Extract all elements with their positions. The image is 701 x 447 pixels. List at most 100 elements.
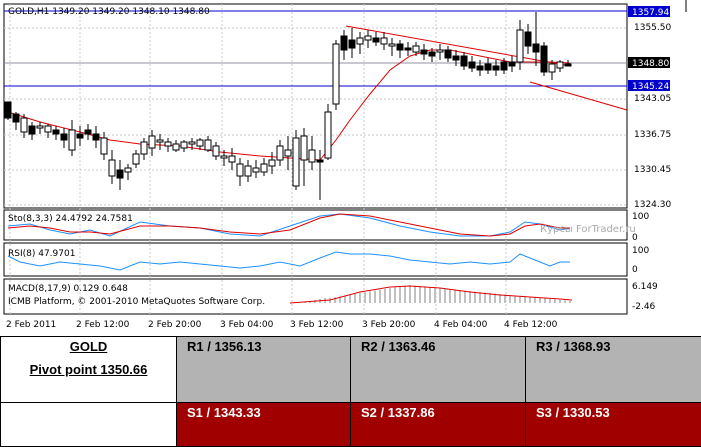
r3-cell: R3 / 1368.93	[526, 337, 701, 403]
candle-body	[445, 50, 451, 58]
candle-body	[301, 136, 307, 160]
candle-body	[237, 164, 243, 176]
candle-body	[453, 56, 459, 60]
time-tick: 3 Feb 04:00	[220, 320, 274, 330]
time-axis: 2 Feb 2011 2 Feb 12:00 2 Feb 20:00 3 Feb…	[6, 320, 558, 330]
macd-label: MACD(8,17,9) 0.129 0.648	[8, 284, 128, 294]
candle-body	[493, 66, 499, 70]
candle-body	[61, 134, 67, 140]
candle-body	[349, 40, 355, 48]
time-tick: 4 Feb 12:00	[504, 320, 558, 330]
candle-body	[157, 140, 163, 142]
watermark: Курсы ForTrader.ru	[540, 224, 636, 235]
price-chart[interactable]: GOLD,H1 1349.20 1349.20 1348.10 1348.80 …	[0, 0, 701, 336]
pivot-point-label: Pivot point 1350.66	[1, 362, 176, 377]
price-label-lower: 1345.24	[632, 82, 669, 92]
candle-body	[373, 38, 379, 42]
candle-body	[381, 38, 387, 44]
price-tick: 1336.75	[634, 130, 671, 140]
candle-body	[389, 44, 395, 46]
pivot-table: GOLD Pivot point 1350.66 R1 / 1356.13 R2…	[0, 336, 701, 447]
candle-body	[205, 140, 211, 150]
price-tick: 1330.45	[634, 165, 671, 175]
candle-body	[413, 46, 419, 52]
time-tick: 4 Feb 04:00	[434, 320, 488, 330]
candle-body	[69, 130, 75, 150]
chart-canvas: GOLD,H1 1349.20 1349.20 1348.10 1348.80 …	[0, 0, 701, 336]
candle-body	[549, 64, 555, 72]
empty-cell	[1, 403, 177, 447]
candle-body	[109, 160, 115, 176]
candle-body	[13, 114, 19, 122]
candle-body	[533, 44, 539, 52]
candle-body	[333, 44, 339, 104]
candle-body	[405, 48, 411, 50]
r1-cell: R1 / 1356.13	[177, 337, 351, 403]
candle-body	[501, 62, 507, 70]
candle-body	[221, 156, 227, 158]
price-tick: 1324.30	[634, 200, 671, 210]
candle-body	[341, 36, 347, 50]
candle-body	[325, 112, 331, 158]
candle-body	[93, 134, 99, 140]
time-tick: 3 Feb 20:00	[362, 320, 416, 330]
candle-body	[397, 44, 403, 50]
candle-body	[357, 38, 363, 44]
candle-body	[317, 160, 323, 162]
s2-cell: S2 / 1337.86	[351, 403, 526, 447]
candle-body	[293, 138, 299, 186]
price-tick: 1343.05	[634, 94, 671, 104]
candle-body	[149, 136, 155, 148]
candle-body	[245, 166, 251, 176]
macd-tick: -2.46	[632, 302, 656, 312]
candle-body	[5, 102, 11, 118]
candle-body	[173, 144, 179, 150]
candle-body	[437, 50, 443, 52]
s1-cell: S1 / 1343.33	[177, 403, 351, 447]
symbol-label: GOLD	[1, 339, 176, 354]
candle-body	[285, 150, 291, 156]
candle-body	[45, 126, 51, 132]
candle-body	[509, 62, 515, 66]
candle-body	[429, 52, 435, 56]
candle-body	[517, 30, 523, 62]
s3-cell: S3 / 1330.53	[526, 403, 701, 447]
time-tick: 2 Feb 2011	[6, 320, 56, 330]
candle-body	[309, 150, 315, 162]
candle-body	[229, 156, 235, 162]
rsi-tick: 0	[632, 265, 638, 275]
time-tick: 3 Feb 12:00	[290, 320, 344, 330]
rsi-label: RSI(8) 47.9701	[8, 249, 75, 259]
candle-body	[197, 140, 203, 146]
candle-body	[53, 130, 59, 134]
candle-body	[269, 160, 275, 166]
candle-body	[21, 118, 27, 132]
candle-body	[485, 64, 491, 70]
candle-body	[29, 126, 35, 134]
candle-body	[477, 66, 483, 70]
candle-body	[213, 146, 219, 156]
stochastic-tick: 100	[632, 212, 649, 222]
r2-cell: R2 / 1363.46	[351, 337, 526, 403]
candle-body	[189, 142, 195, 144]
price-label-current: 1348.80	[632, 59, 669, 69]
candle-body	[557, 62, 563, 68]
candle-body	[469, 62, 475, 68]
candle-body	[261, 164, 267, 172]
candle-body	[133, 154, 139, 164]
candle-body	[461, 56, 467, 66]
candle-body	[565, 64, 571, 66]
price-axis: 1355.50 1343.05 1336.75 1330.45 1324.30	[634, 23, 671, 210]
candle-body	[253, 168, 259, 172]
time-tick: 2 Feb 12:00	[76, 320, 130, 330]
candle-body	[117, 170, 123, 178]
price-tick: 1355.50	[634, 23, 671, 33]
candle-body	[141, 142, 147, 154]
main-panel-frame	[4, 4, 627, 208]
candle-body	[525, 32, 531, 46]
candle-body	[85, 130, 91, 134]
pivot-header-cell: GOLD Pivot point 1350.66	[1, 337, 177, 403]
candle-body	[101, 138, 107, 154]
rsi-tick: 100	[632, 246, 649, 256]
candle-body	[277, 146, 283, 160]
